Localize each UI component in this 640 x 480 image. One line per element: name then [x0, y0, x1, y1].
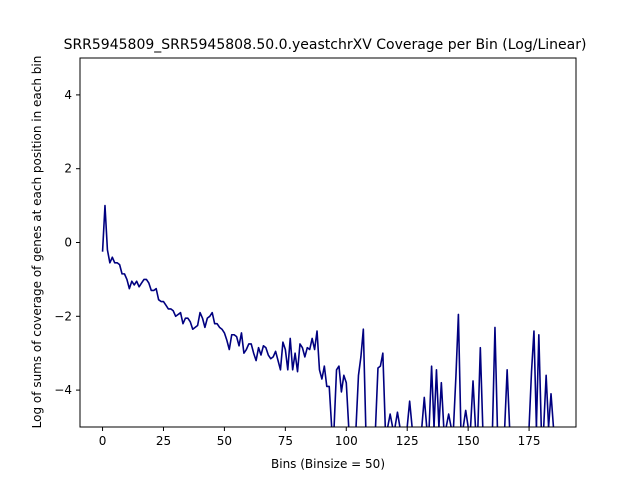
x-tick-label: 125 [396, 434, 419, 448]
x-tick-label: 100 [335, 434, 358, 448]
coverage-line-segment [452, 313, 462, 427]
x-axis: 0 25 50 75 100 125 150 175 [99, 427, 541, 448]
coverage-line-segment [462, 409, 469, 427]
coverage-line-segment [445, 413, 452, 427]
y-axis: −4 −2 0 2 4 [54, 88, 80, 397]
y-tick-label: −2 [54, 309, 72, 323]
x-tick-label: 150 [457, 434, 480, 448]
x-tick-label: 0 [99, 434, 107, 448]
x-tick-label: 175 [518, 434, 541, 448]
x-tick-label: 25 [156, 434, 171, 448]
x-axis-label: Bins (Binsize = 50) [271, 457, 385, 471]
y-tick-label: 0 [64, 236, 72, 250]
y-tick-label: 4 [64, 88, 72, 102]
y-tick-label: 2 [64, 162, 72, 176]
coverage-line-segment [333, 365, 350, 427]
coverage-line-segment [547, 392, 555, 427]
coverage-line-segment [542, 374, 550, 427]
coverage-line-segment [477, 346, 484, 427]
coverage-line-segment [438, 381, 445, 427]
coverage-line-segment [469, 380, 477, 427]
coverage-line-segment [394, 411, 401, 427]
coverage-line-segment [491, 326, 499, 427]
y-axis-label: Log of sums of coverage of genes at each… [30, 56, 44, 429]
coverage-line-segment [386, 413, 394, 427]
coverage-line-segment [406, 400, 413, 427]
x-tick-label: 50 [217, 434, 232, 448]
coverage-line-segment [503, 369, 511, 427]
coverage-line-segment [535, 333, 543, 427]
coverage-line-segment [355, 328, 367, 427]
series-layer [101, 204, 555, 427]
y-tick-label: −4 [54, 383, 72, 397]
x-tick-label: 75 [278, 434, 293, 448]
plot-frame [79, 57, 577, 428]
coverage-line-segment [374, 352, 387, 427]
coverage-line-segment [428, 365, 435, 427]
chart-title: SRR5945809_SRR5945808.50.0.yeastchrXV Co… [64, 37, 587, 53]
coverage-line-segment [421, 396, 428, 427]
coverage-line-segment [101, 204, 333, 427]
coverage-line-segment [528, 330, 538, 427]
coverage-line-segment [433, 369, 440, 427]
